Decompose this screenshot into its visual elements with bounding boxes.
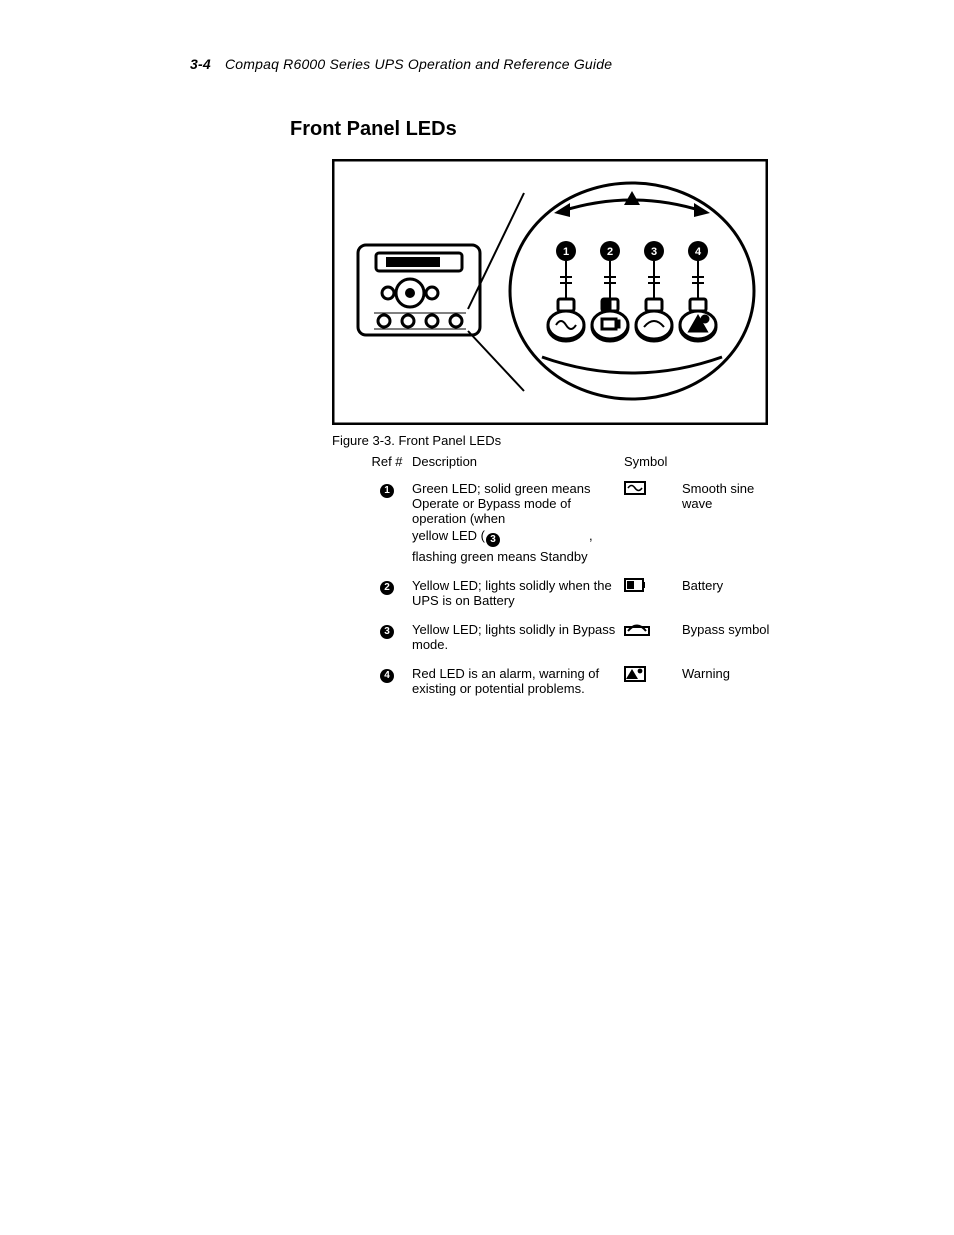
desc-cell: Yellow LED; lights solidly when the UPS … — [412, 578, 624, 608]
ref-badge: 4 — [380, 669, 394, 683]
ref-badge: 3 — [380, 625, 394, 639]
col-header-ref: Ref # — [362, 454, 412, 469]
symbol-label: Battery — [682, 578, 772, 593]
ref-badge: 2 — [380, 581, 394, 595]
battery-icon — [624, 578, 646, 592]
bypass-icon — [624, 622, 650, 636]
desc-cell: Yellow LED; lights solidly in Bypass mod… — [412, 622, 624, 652]
sine-wave-icon — [624, 481, 646, 495]
svg-text:3: 3 — [651, 246, 657, 258]
table-header: Ref # Description Symbol — [362, 454, 792, 469]
desc-line: Green LED; solid green means Operate or … — [412, 481, 624, 526]
section-title: Front Panel LEDs — [290, 118, 814, 141]
symbol-label: Smooth sine wave — [682, 481, 772, 511]
doc-title: Compaq R6000 Series UPS Operation and Re… — [225, 56, 612, 72]
col-header-symbol: Symbol — [624, 454, 682, 469]
symbol-label: Warning — [682, 666, 772, 681]
ref-badge-inline: 3 — [486, 533, 500, 547]
table-row: 2 Yellow LED; lights solidly when the UP… — [362, 578, 792, 608]
page-header: 3-4 Compaq R6000 Series UPS Operation an… — [190, 56, 814, 72]
manual-page: 3-4 Compaq R6000 Series UPS Operation an… — [0, 0, 954, 1235]
desc-cell: Red LED is an alarm, warning of existing… — [412, 666, 624, 696]
table-row: 3 Yellow LED; lights solidly in Bypass m… — [362, 622, 792, 652]
desc-line: yellow LED (3, — [412, 528, 624, 547]
ref-badge: 1 — [380, 484, 394, 498]
desc-cell: Green LED; solid green means Operate or … — [412, 481, 624, 564]
figure-caption: Figure 3-3. Front Panel LEDs — [332, 433, 814, 448]
page-number: 3-4 — [190, 56, 211, 72]
warning-icon — [624, 666, 646, 682]
desc-line: flashing green means Standby — [412, 549, 624, 564]
symbol-label: Bypass symbol — [682, 622, 772, 637]
table-row: 1 Green LED; solid green means Operate o… — [362, 481, 792, 564]
svg-text:2: 2 — [607, 246, 613, 258]
front-panel-diagram-icon: 1 2 3 4 — [332, 159, 768, 425]
svg-text:1: 1 — [563, 246, 569, 258]
table-row: 4 Red LED is an alarm, warning of existi… — [362, 666, 792, 696]
col-header-desc: Description — [412, 454, 624, 469]
figure-front-panel-leds: 1 2 3 4 — [332, 159, 768, 425]
svg-text:4: 4 — [695, 246, 702, 258]
led-reference-table: Ref # Description Symbol 1 Green LED; so… — [362, 454, 792, 696]
